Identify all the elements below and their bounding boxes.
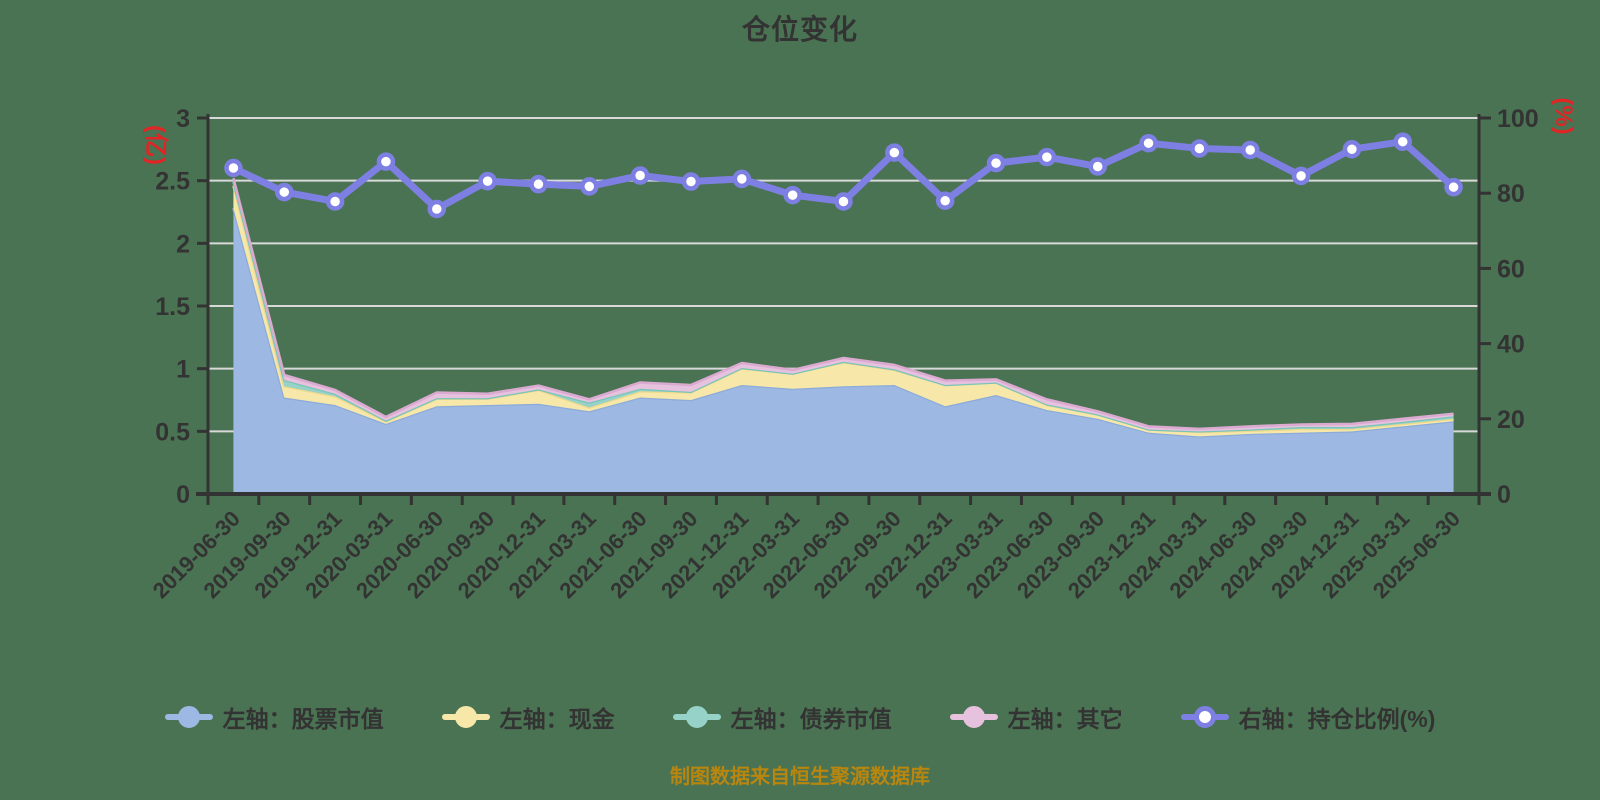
line-marker-ratio[interactable] [478, 171, 497, 191]
left-axis-tick-label: 2.5 [155, 168, 190, 196]
line-marker-ratio[interactable] [427, 199, 447, 219]
legend-marker-other-icon [949, 706, 998, 728]
line-marker-ratio[interactable] [1088, 157, 1107, 176]
left-axis-tick-label: 3 [176, 105, 190, 133]
line-marker-ratio[interactable] [325, 192, 345, 211]
legend-marker-stock-icon [164, 706, 213, 728]
legend-label-other: 左轴：其它 [1007, 706, 1123, 732]
line-marker-ratio[interactable] [986, 153, 1006, 173]
line-marker-ratio[interactable] [1139, 133, 1158, 153]
line-marker-ratio[interactable] [783, 185, 802, 205]
data-source-caption: 制图数据来自恒生聚源数据库 [670, 766, 930, 788]
line-marker-ratio[interactable] [630, 166, 650, 185]
line-marker-ratio[interactable] [1444, 177, 1463, 197]
legend-item-cash[interactable]: 左轴：现金 [441, 700, 615, 734]
line-marker-ratio[interactable] [1291, 166, 1311, 186]
line-marker-ratio[interactable] [1190, 139, 1209, 158]
legend-marker-cash-icon [441, 706, 490, 728]
chart-legend: 左轴：股票市值 左轴：现金 左轴：债券市值 左轴：其它 右轴：持仓比例(%) [0, 700, 1600, 734]
line-marker-ratio[interactable] [885, 143, 904, 162]
line-marker-ratio[interactable] [529, 174, 548, 194]
left-axis-tick-label: 1.5 [155, 293, 190, 321]
right-axis-tick-label: 100 [1497, 105, 1539, 133]
line-marker-ratio[interactable] [376, 152, 396, 171]
legend-item-ratio[interactable]: 右轴：持仓比例(%) [1180, 700, 1436, 734]
right-axis-tick-label: 20 [1497, 406, 1525, 434]
legend-item-stock[interactable]: 左轴：股票市值 [164, 700, 384, 734]
line-marker-ratio[interactable] [834, 192, 853, 211]
right-axis-tick-label: 0 [1497, 481, 1511, 509]
right-axis-tick-label: 40 [1497, 331, 1525, 359]
chart-canvas[interactable]: 00.511.522.530204060801002019-06-302019-… [0, 0, 1600, 700]
left-axis-tick-label: 1 [176, 356, 190, 384]
legend-label-bond: 左轴：债券市值 [730, 706, 892, 732]
line-marker-ratio[interactable] [1240, 140, 1260, 160]
legend-item-other[interactable]: 左轴：其它 [949, 700, 1123, 734]
left-axis-tick-label: 0.5 [155, 418, 190, 446]
legend-item-bond[interactable]: 左轴：债券市值 [672, 700, 892, 734]
legend-label-stock: 左轴：股票市值 [222, 706, 384, 732]
line-marker-ratio[interactable] [224, 158, 243, 178]
line-marker-ratio[interactable] [275, 182, 294, 202]
line-marker-ratio[interactable] [1037, 147, 1057, 167]
area-edge-other [232, 177, 1454, 431]
right-axis-name: (%) [1550, 97, 1577, 134]
line-marker-ratio[interactable] [1393, 132, 1412, 151]
line-marker-ratio[interactable] [732, 169, 752, 189]
area-stock [233, 208, 1454, 495]
legend-marker-bond-icon [672, 706, 721, 728]
right-axis-tick-label: 80 [1497, 180, 1525, 208]
right-axis-tick-label: 60 [1497, 255, 1525, 283]
line-marker-ratio[interactable] [580, 177, 599, 196]
line-marker-ratio[interactable] [935, 191, 955, 210]
legend-label-cash: 左轴：现金 [499, 706, 615, 732]
line-marker-ratio[interactable] [1342, 139, 1362, 159]
left-axis-tick-label: 0 [176, 481, 190, 509]
area-cash [233, 185, 1454, 437]
legend-label-ratio: 右轴：持仓比例(%) [1238, 706, 1436, 732]
line-marker-ratio[interactable] [681, 172, 701, 191]
left-axis-name: (亿) [142, 125, 169, 165]
chart-title: 仓位变化 [741, 14, 858, 45]
legend-marker-ratio-icon [1180, 706, 1229, 728]
left-axis-tick-label: 2 [176, 230, 190, 258]
